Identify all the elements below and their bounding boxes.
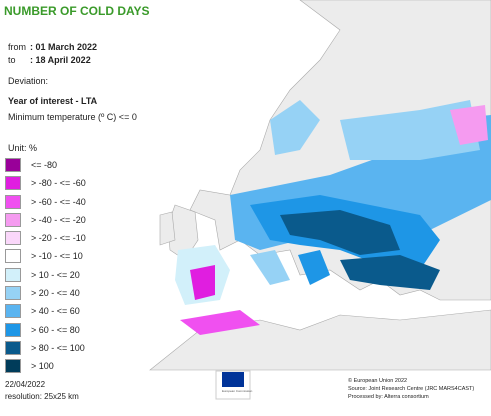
eu-logo	[215, 370, 251, 400]
source: Source: Joint Research Centre (JRC MARS4…	[348, 386, 475, 392]
legend-label: > -20 - <= -10	[31, 233, 86, 244]
from-label: from	[8, 42, 26, 52]
copyright: © European Union 2022	[348, 378, 408, 384]
processed: Processed by: Alterra consortium	[348, 394, 429, 400]
legend-label: > 20 - <= 40	[31, 288, 80, 299]
legend-swatch	[5, 194, 21, 209]
legend-swatch	[5, 304, 21, 319]
resolution: resolution: 25x25 km	[5, 392, 79, 401]
legend-swatch	[5, 322, 21, 337]
legend-swatch	[5, 359, 21, 374]
to-label: to	[8, 55, 16, 65]
title: NUMBER OF COLD DAYS	[4, 4, 150, 18]
to-value: : 18 April 2022	[30, 55, 91, 65]
date: 22/04/2022	[5, 380, 46, 389]
legend-label: > -80 - <= -60	[31, 178, 86, 189]
legend-label: > 60 - <= 80	[31, 324, 80, 335]
legend-label: > -40 - <= -20	[31, 214, 86, 225]
from-value: : 01 March 2022	[30, 42, 98, 52]
legend-swatch	[5, 231, 21, 246]
legend-label: <= -80	[31, 160, 58, 170]
criterion: Minimum temperature (º C) <= 0	[8, 112, 137, 122]
legend-label: > 80 - <= 100	[31, 342, 85, 353]
subject: Year of interest - LTA	[8, 96, 98, 106]
legend-swatch	[5, 158, 21, 172]
deviation: Deviation:	[8, 76, 49, 86]
legend-swatch	[5, 176, 21, 191]
legend-swatch	[5, 267, 21, 282]
legend-label: > -60 - <= -40	[31, 196, 86, 207]
legend-label: > 10 - <= 20	[31, 269, 80, 280]
logo-text: European Commission	[222, 389, 253, 393]
legend-swatch	[5, 340, 21, 355]
legend-label: > 100	[31, 361, 54, 372]
legend-swatch	[5, 212, 21, 227]
legend-swatch	[5, 286, 21, 301]
legend-label: > 40 - <= 60	[31, 306, 80, 317]
legend-label: > -10 - <= 10	[31, 251, 83, 262]
legend-swatch	[5, 249, 21, 264]
unit: Unit: %	[8, 143, 38, 153]
